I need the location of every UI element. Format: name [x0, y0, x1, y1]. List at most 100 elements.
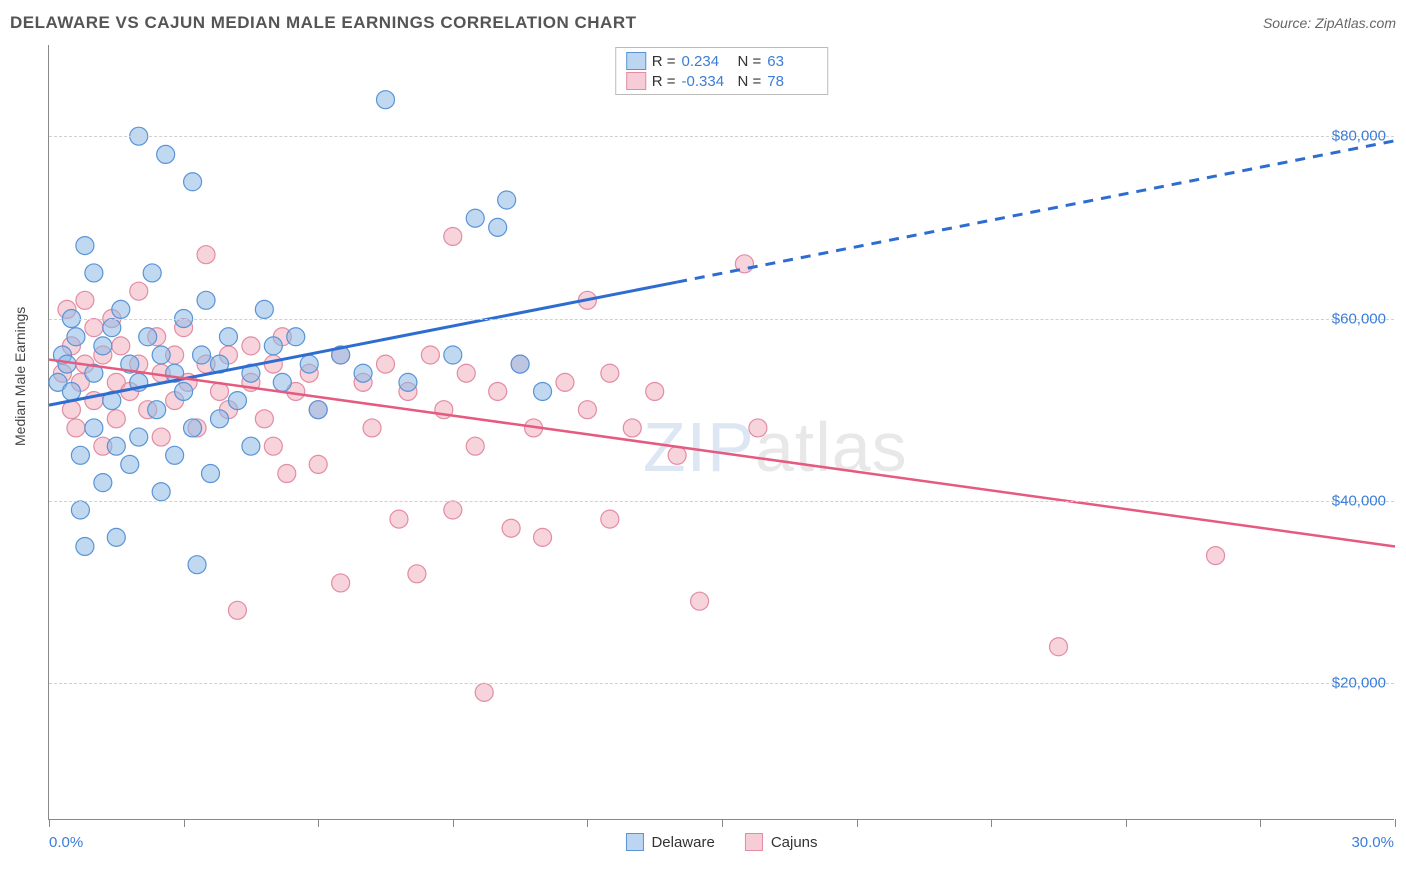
cajuns-point: [309, 455, 327, 473]
cajuns-point: [390, 510, 408, 528]
delaware-point: [489, 218, 507, 236]
cajuns-point: [1050, 638, 1068, 656]
delaware-point: [287, 328, 305, 346]
cajuns-point: [332, 574, 350, 592]
legend-swatch: [625, 833, 643, 851]
cajuns-point: [646, 382, 664, 400]
cajuns-point: [408, 565, 426, 583]
cajuns-point: [556, 373, 574, 391]
x-tick: [453, 819, 454, 827]
n-label: N =: [738, 73, 762, 90]
cajuns-point: [264, 437, 282, 455]
delaware-point: [399, 373, 417, 391]
chart-container: DELAWARE VS CAJUN MEDIAN MALE EARNINGS C…: [0, 0, 1406, 892]
delaware-point: [273, 373, 291, 391]
delaware-point: [466, 209, 484, 227]
delaware-point: [152, 346, 170, 364]
delaware-point: [498, 191, 516, 209]
y-axis-label: Median Male Earnings: [12, 307, 28, 446]
y-tick-label: $20,000: [1332, 675, 1386, 692]
x-axis-min-label: 0.0%: [49, 834, 83, 851]
header: DELAWARE VS CAJUN MEDIAN MALE EARNINGS C…: [10, 8, 1396, 38]
delaware-point: [184, 419, 202, 437]
stats-legend-row: R =-0.334N =78: [626, 72, 818, 90]
cajuns-point: [1207, 547, 1225, 565]
delaware-point: [193, 346, 211, 364]
x-tick: [991, 819, 992, 827]
gridline-h: [49, 136, 1394, 137]
delaware-point: [85, 419, 103, 437]
cajuns-point: [475, 683, 493, 701]
delaware-point: [103, 319, 121, 337]
delaware-point: [94, 474, 112, 492]
x-tick: [587, 819, 588, 827]
r-label: R =: [652, 73, 676, 90]
bottom-legend: DelawareCajuns: [625, 833, 817, 851]
gridline-h: [49, 683, 1394, 684]
delaware-point: [511, 355, 529, 373]
delaware-point: [228, 392, 246, 410]
cajuns-point: [457, 364, 475, 382]
y-tick-label: $80,000: [1332, 128, 1386, 145]
cajuns-point: [421, 346, 439, 364]
legend-label: Delaware: [651, 834, 714, 851]
x-axis-max-label: 30.0%: [1351, 834, 1394, 851]
delaware-point: [184, 173, 202, 191]
delaware-point: [377, 91, 395, 109]
cajuns-point: [623, 419, 641, 437]
cajuns-point: [107, 410, 125, 428]
delaware-point: [444, 346, 462, 364]
cajuns-point: [242, 337, 260, 355]
cajuns-point: [578, 401, 596, 419]
legend-item: Delaware: [625, 833, 714, 851]
delaware-point: [152, 483, 170, 501]
x-tick: [184, 819, 185, 827]
cajuns-point: [489, 382, 507, 400]
trend-line: [677, 141, 1395, 282]
legend-swatch: [626, 72, 646, 90]
delaware-point: [534, 382, 552, 400]
x-tick: [857, 819, 858, 827]
cajuns-point: [668, 446, 686, 464]
cajuns-point: [76, 291, 94, 309]
delaware-point: [121, 455, 139, 473]
legend-swatch: [745, 833, 763, 851]
cajuns-point: [67, 419, 85, 437]
plot-area: ZIPatlas R =0.234N =63R =-0.334N =78 0.0…: [48, 45, 1394, 820]
stats-legend: R =0.234N =63R =-0.334N =78: [615, 47, 829, 95]
legend-swatch: [626, 52, 646, 70]
delaware-point: [219, 328, 237, 346]
delaware-point: [112, 300, 130, 318]
delaware-point: [85, 264, 103, 282]
x-tick: [1395, 819, 1396, 827]
x-tick: [722, 819, 723, 827]
x-tick: [49, 819, 50, 827]
delaware-point: [107, 528, 125, 546]
cajuns-point: [502, 519, 520, 537]
cajuns-point: [85, 319, 103, 337]
delaware-point: [143, 264, 161, 282]
delaware-point: [130, 428, 148, 446]
delaware-point: [264, 337, 282, 355]
delaware-point: [255, 300, 273, 318]
delaware-point: [94, 337, 112, 355]
cajuns-point: [444, 227, 462, 245]
delaware-point: [157, 145, 175, 163]
cajuns-point: [466, 437, 484, 455]
delaware-point: [175, 382, 193, 400]
delaware-point: [202, 465, 220, 483]
cajuns-point: [152, 428, 170, 446]
r-value: 0.234: [682, 53, 732, 70]
chart-title: DELAWARE VS CAJUN MEDIAN MALE EARNINGS C…: [10, 13, 636, 33]
delaware-point: [71, 446, 89, 464]
x-tick: [1260, 819, 1261, 827]
delaware-point: [300, 355, 318, 373]
delaware-point: [67, 328, 85, 346]
cajuns-point: [601, 364, 619, 382]
delaware-point: [309, 401, 327, 419]
delaware-point: [107, 437, 125, 455]
cajuns-point: [691, 592, 709, 610]
cajuns-point: [228, 601, 246, 619]
delaware-point: [188, 556, 206, 574]
chart-svg: [49, 45, 1394, 819]
